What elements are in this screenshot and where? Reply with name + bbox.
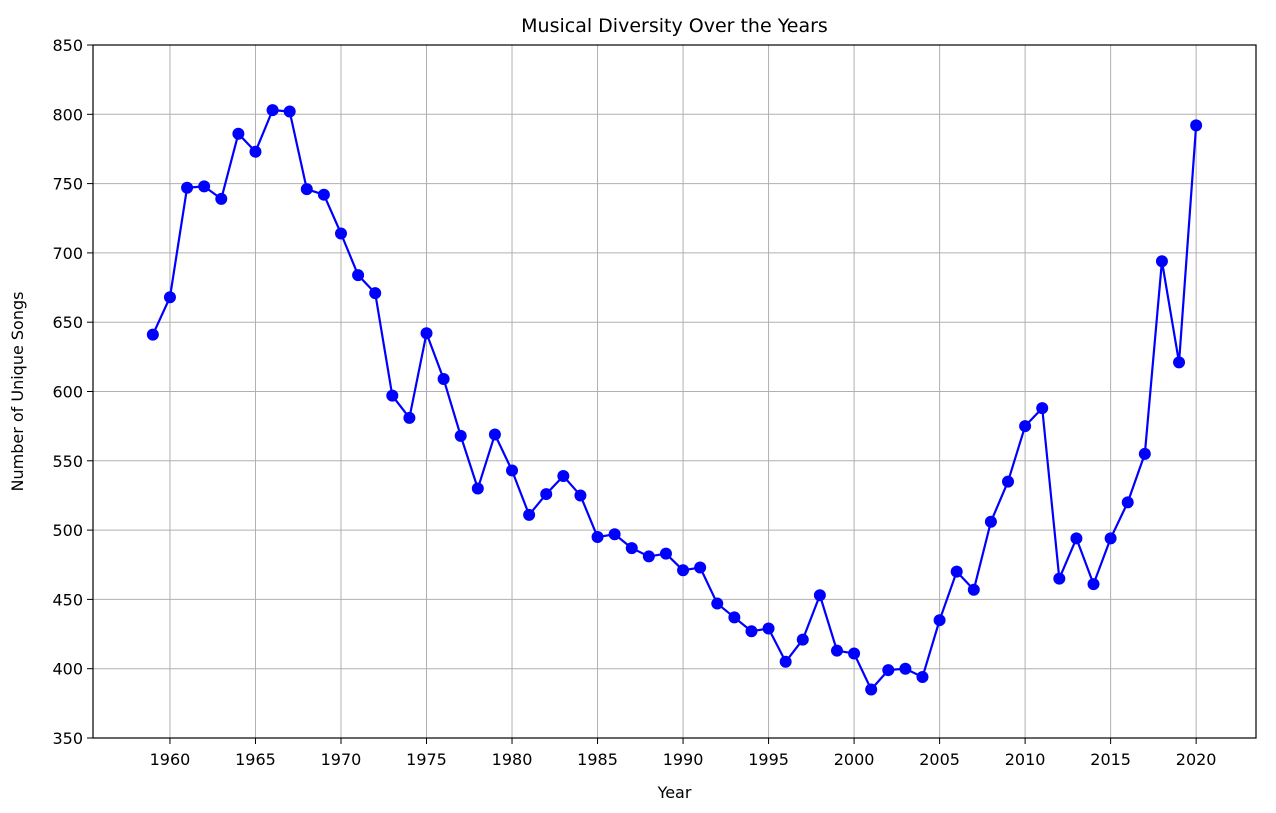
data-point xyxy=(591,531,604,544)
data-point xyxy=(984,515,997,528)
x-tick-label: 2010 xyxy=(1005,750,1046,769)
x-tick-label: 1975 xyxy=(406,750,447,769)
data-point xyxy=(1104,532,1117,545)
data-point xyxy=(1173,356,1186,369)
data-point xyxy=(557,470,570,483)
data-point xyxy=(215,192,228,205)
data-point xyxy=(899,662,912,675)
data-point xyxy=(711,597,724,610)
data-point xyxy=(300,183,313,196)
data-point xyxy=(437,373,450,386)
data-point xyxy=(933,614,946,627)
data-point xyxy=(1138,447,1151,460)
data-point xyxy=(950,565,963,578)
chart-title: Musical Diversity Over the Years xyxy=(521,15,828,37)
series xyxy=(146,104,1203,696)
y-tick-label: 550 xyxy=(52,452,83,471)
data-point xyxy=(334,227,347,240)
y-tick-label: 650 xyxy=(52,313,83,332)
y-tick-label: 850 xyxy=(52,36,83,55)
y-tick-label: 400 xyxy=(52,660,83,679)
data-point xyxy=(625,542,638,555)
data-point xyxy=(1019,420,1032,433)
data-point xyxy=(659,547,672,560)
data-point xyxy=(1002,475,1015,488)
data-point xyxy=(266,104,279,117)
data-point xyxy=(642,550,655,563)
data-point xyxy=(882,664,895,677)
data-point xyxy=(420,327,433,340)
data-point xyxy=(779,655,792,668)
y-axis-title: Number of Unique Songs xyxy=(8,292,27,492)
grid xyxy=(93,44,1256,739)
x-tick-label: 2000 xyxy=(834,750,875,769)
data-point xyxy=(1190,119,1203,132)
data-point xyxy=(1155,255,1168,268)
data-point xyxy=(848,647,861,660)
data-point xyxy=(488,428,501,441)
x-tick-label: 1960 xyxy=(150,750,191,769)
y-tick-label: 450 xyxy=(52,590,83,609)
data-point xyxy=(865,683,878,696)
data-point xyxy=(694,561,707,574)
data-point xyxy=(1036,402,1049,415)
data-point xyxy=(608,528,621,541)
data-point xyxy=(1121,496,1134,509)
x-tick-label: 2015 xyxy=(1090,750,1131,769)
x-tick-label: 2020 xyxy=(1176,750,1217,769)
x-tick-label: 1970 xyxy=(321,750,362,769)
data-point xyxy=(574,489,587,502)
data-point xyxy=(830,644,843,657)
y-tick-label: 750 xyxy=(52,175,83,194)
x-axis-title: Year xyxy=(657,783,692,802)
data-point xyxy=(1087,578,1100,591)
data-point xyxy=(1053,572,1066,585)
data-point xyxy=(967,583,980,596)
data-point xyxy=(677,564,690,577)
data-point xyxy=(249,145,262,158)
y-tick-label: 350 xyxy=(52,729,83,748)
data-point xyxy=(523,508,536,521)
x-tick-label: 1995 xyxy=(748,750,789,769)
data-point xyxy=(506,464,519,477)
data-point xyxy=(454,429,467,442)
data-point xyxy=(796,633,809,646)
x-tick-label: 1985 xyxy=(577,750,618,769)
data-point xyxy=(1070,532,1083,545)
x-tick-label: 2005 xyxy=(919,750,960,769)
data-point xyxy=(386,389,399,402)
plot-frame xyxy=(92,44,1257,739)
data-point xyxy=(352,269,365,282)
y-tick-label: 700 xyxy=(52,244,83,263)
data-point xyxy=(283,105,296,118)
series-line xyxy=(151,109,1198,691)
y-tick-label: 600 xyxy=(52,383,83,402)
data-point xyxy=(181,181,194,194)
data-point xyxy=(916,671,929,684)
x-tick-label: 1980 xyxy=(492,750,533,769)
x-tick-label: 1990 xyxy=(663,750,704,769)
ticks: 1960 1965 1970 1975 1980 1985 1990 1995 2000 2005… xyxy=(52,36,1216,769)
y-tick-label: 500 xyxy=(52,521,83,540)
data-point xyxy=(745,625,758,638)
x-tick-label: 1965 xyxy=(235,750,276,769)
data-point xyxy=(403,411,416,424)
data-point xyxy=(813,589,826,602)
data-point xyxy=(317,188,330,201)
data-point xyxy=(762,622,775,635)
data-point xyxy=(369,287,382,300)
y-tick-label: 800 xyxy=(52,105,83,124)
data-point xyxy=(198,180,211,193)
data-point xyxy=(232,127,245,140)
data-point xyxy=(540,488,553,501)
data-point xyxy=(163,291,176,304)
data-point xyxy=(146,328,159,341)
data-point xyxy=(471,482,484,495)
data-point xyxy=(728,611,741,624)
